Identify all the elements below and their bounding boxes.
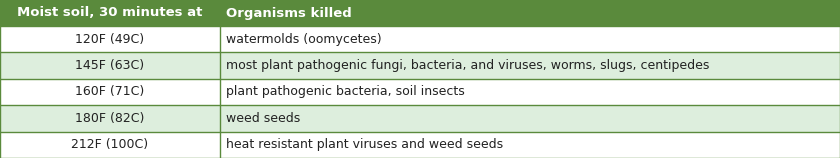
Text: 145F (63C): 145F (63C) — [76, 59, 144, 72]
Text: 212F (100C): 212F (100C) — [71, 138, 149, 151]
Text: Moist soil, 30 minutes at: Moist soil, 30 minutes at — [18, 6, 202, 19]
Text: heat resistant plant viruses and weed seeds: heat resistant plant viruses and weed se… — [226, 138, 503, 151]
Text: watermolds (oomycetes): watermolds (oomycetes) — [226, 33, 381, 46]
Text: 180F (82C): 180F (82C) — [76, 112, 144, 125]
Text: 160F (71C): 160F (71C) — [76, 85, 144, 98]
Bar — [0, 105, 840, 132]
Bar — [0, 79, 840, 105]
Text: weed seeds: weed seeds — [226, 112, 301, 125]
Bar — [0, 132, 840, 158]
Bar — [0, 0, 840, 26]
Text: most plant pathogenic fungi, bacteria, and viruses, worms, slugs, centipedes: most plant pathogenic fungi, bacteria, a… — [226, 59, 710, 72]
Bar — [0, 26, 840, 52]
Text: 120F (49C): 120F (49C) — [76, 33, 144, 46]
Text: Organisms killed: Organisms killed — [226, 6, 352, 19]
Text: plant pathogenic bacteria, soil insects: plant pathogenic bacteria, soil insects — [226, 85, 465, 98]
Bar — [0, 52, 840, 79]
